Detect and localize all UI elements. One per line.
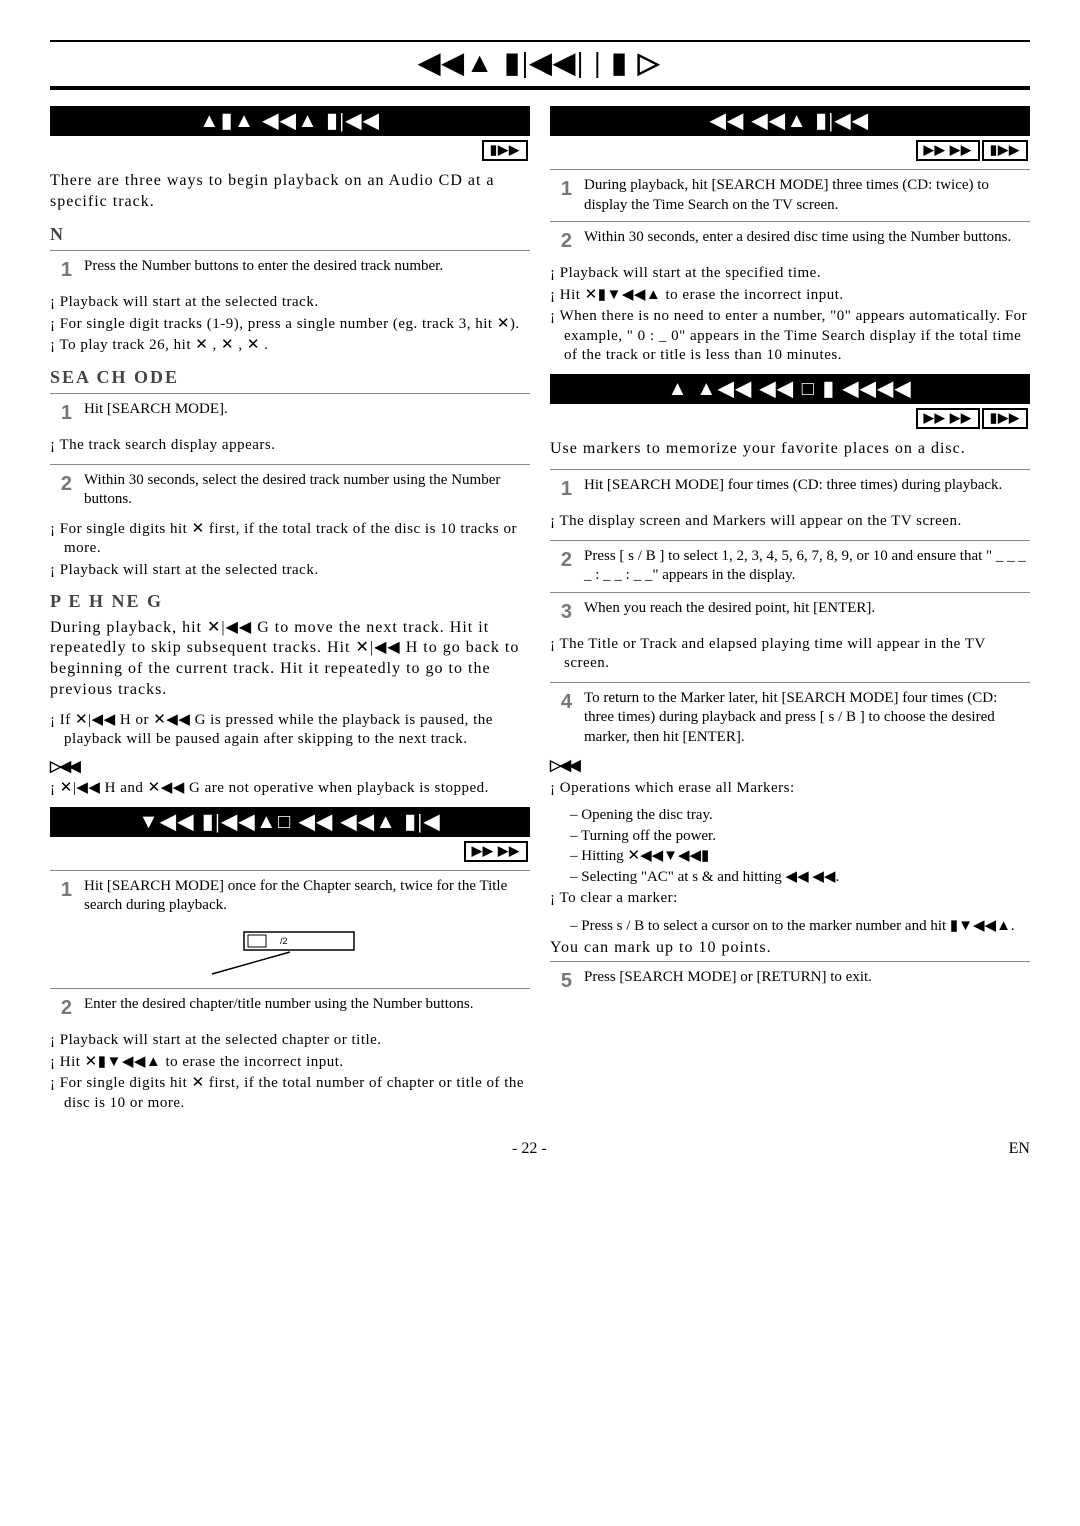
prev-next-subhead: P E H NE G [50,590,530,613]
bullet: To clear a marker: [550,889,1030,909]
bullet: Hit ✕▮▼◀◀▲ to erase the incorrect input. [550,286,1030,306]
ts-step: 2Within 30 seconds, enter a desired disc… [550,221,1030,260]
step-text: Within 30 seconds, select the desired tr… [84,471,530,510]
bullet: ✕|◀◀ H and ✕◀◀ G are not operative when … [50,779,530,799]
page-lang: EN [1009,1139,1030,1160]
note-label [50,758,530,778]
chapter-title-header: ▼◀◀ ▮|◀◀▲□ ◀◀ ◀◀▲ ▮|◀ [50,807,530,837]
tag-dvd: ▶▶ ▶▶ [916,140,980,161]
step-text: Hit [SEARCH MODE]. [84,400,530,426]
step-text: To return to the Marker later, hit [SEAR… [584,689,1030,748]
svg-text:/2: /2 [280,936,288,946]
left-column: ▲▮▲ ◀◀▲ ▮|◀◀ ▮▶▶ There are three ways to… [50,100,530,1121]
step-text: When you reach the desired point, hit [E… [584,599,1030,625]
step-text: Enter the desired chapter/title number u… [84,995,530,1021]
bullet: Playback will start at the specified tim… [550,264,1030,284]
bullet: Playback will start at the selected trac… [50,293,530,313]
mark-count: You can mark up to 10 points. [550,938,1030,959]
mk-step: 1Hit [SEARCH MODE] four times (CD: three… [550,469,1030,508]
bullet: To play track 26, hit ✕ , ✕ , ✕ . [50,336,530,356]
right-column: ◀◀ ◀◀▲ ▮|◀◀ ▮▶▶ ▶▶ ▶▶ 1During playback, … [550,100,1030,1121]
tag-cd: ▮▶▶ [482,140,528,161]
bullet: For single digits hit ✕ first, if the to… [50,1074,530,1113]
prev-next-body: During playback, hit ✕|◀◀ G to move the … [50,618,530,701]
step-text: Hit [SEARCH MODE] once for the Chapter s… [84,877,530,916]
step-text: During playback, hit [SEARCH MODE] three… [584,176,1030,215]
bullet: Hit ✕▮▼◀◀▲ to erase the incorrect input. [50,1053,530,1073]
ct-step: 1Hit [SEARCH MODE] once for the Chapter … [50,870,530,922]
sm-step: 1Hit [SEARCH MODE]. [50,393,530,432]
numbers-subhead: N [50,223,530,246]
sub-item: – Hitting ✕◀◀▼◀◀▮ [570,847,1030,867]
ct-step: 2Enter the desired chapter/title number … [50,988,530,1027]
erase-markers-list: – Opening the disc tray. – Turning off t… [570,806,1030,887]
tag-dvd: ▶▶ ▶▶ [916,408,980,429]
mk-step: 4To return to the Marker later, hit [SEA… [550,682,1030,754]
sub-item: – Opening the disc tray. [570,806,1030,826]
bullet: Playback will start at the selected chap… [50,1031,530,1051]
bullet: For single digits hit ✕ first, if the to… [50,520,530,559]
page-title: ◀◀▲ ▮|◀◀| | ▮ ▷ [50,40,1030,90]
step-text: Press the Number buttons to enter the de… [84,257,530,283]
track-search-header: ▲▮▲ ◀◀▲ ▮|◀◀ [50,106,530,136]
mk-step: 2Press [ s / B ] to select 1, 2, 3, 4, 5… [550,540,1030,592]
step-text: Press [SEARCH MODE] or [RETURN] to exit. [584,968,1030,994]
sub-item: – Press s / B to select a cursor on to t… [570,917,1030,937]
numbers-step: 1Press the Number buttons to enter the d… [50,250,530,289]
bullet: The track search display appears. [50,436,530,456]
note-label [550,757,1030,777]
bullet: Playback will start at the selected trac… [50,561,530,581]
marker-intro: Use markers to memorize your favorite pl… [550,439,1030,460]
sub-item: – Turning off the power. [570,827,1030,847]
sm-step: 2Within 30 seconds, select the desired t… [50,464,530,516]
tag-cd: ▮▶▶ [982,140,1028,161]
bullet: The display screen and Markers will appe… [550,512,1030,532]
bullet: The Title or Track and elapsed playing t… [550,635,1030,674]
bullet: When there is no need to enter a number,… [550,307,1030,366]
search-display-diagram: /2 [50,928,530,983]
mk-step: 5Press [SEARCH MODE] or [RETURN] to exit… [550,961,1030,1000]
bullet: For single digit tracks (1-9), press a s… [50,315,530,335]
ts-step: 1During playback, hit [SEARCH MODE] thre… [550,169,1030,221]
page-number: - 22 - [512,1139,547,1160]
search-mode-subhead: SEA CH ODE [50,366,530,389]
sub-item: – Selecting "AC" at s & and hitting ◀◀ ◀… [570,868,1030,888]
step-text: Within 30 seconds, enter a desired disc … [584,228,1030,254]
tag-cd: ▮▶▶ [982,408,1028,429]
track-search-intro: There are three ways to begin playback o… [50,171,530,213]
marker-header: ▲ ▲◀◀ ◀◀ □ ▮ ◀◀◀◀ [550,374,1030,404]
clear-marker-list: – Press s / B to select a cursor on to t… [570,917,1030,937]
tag-dvd: ▶▶ ▶▶ [464,841,528,862]
bullet: If ✕|◀◀ H or ✕◀◀ G is pressed while the … [50,711,530,750]
bullet: Operations which erase all Markers: [550,779,1030,799]
time-search-header: ◀◀ ◀◀▲ ▮|◀◀ [550,106,1030,136]
mk-step: 3When you reach the desired point, hit [… [550,592,1030,631]
step-text: Press [ s / B ] to select 1, 2, 3, 4, 5,… [584,547,1030,586]
step-text: Hit [SEARCH MODE] four times (CD: three … [584,476,1030,502]
page-footer: - 22 - EN [50,1139,1030,1160]
